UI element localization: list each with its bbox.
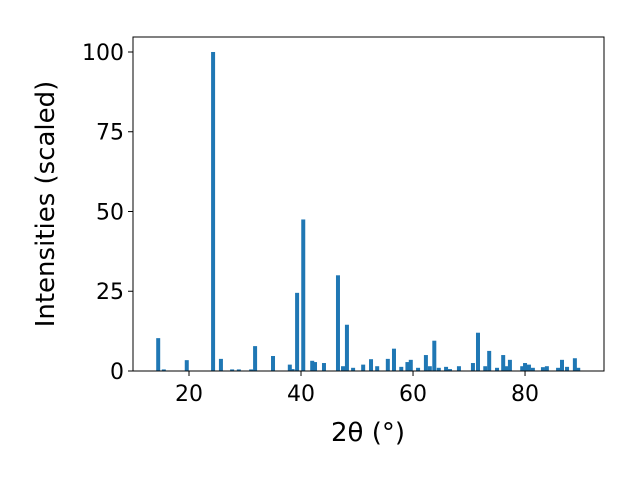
y-tick-label: 25 (96, 280, 124, 305)
bar (423, 355, 428, 371)
x-tick-label: 60 (399, 382, 427, 407)
x-tick-label: 80 (511, 382, 539, 407)
bar (287, 364, 292, 371)
y-axis-label: Intensities (scaled) (31, 81, 61, 328)
bar (161, 369, 166, 371)
bar (565, 366, 570, 371)
bar (218, 358, 223, 371)
bar (230, 369, 235, 371)
bar (416, 367, 421, 371)
y-tick-label: 50 (96, 200, 124, 225)
bar (405, 362, 410, 371)
bar (301, 219, 306, 371)
bar (576, 367, 581, 371)
bar (385, 358, 390, 371)
bar (487, 350, 492, 371)
bar (507, 359, 512, 371)
bar (344, 324, 349, 371)
bar (408, 359, 413, 371)
bar (249, 369, 254, 371)
bar (290, 369, 295, 371)
bar (271, 356, 276, 371)
bar (236, 369, 241, 371)
bar (475, 332, 480, 371)
bar (313, 362, 318, 371)
bar (556, 367, 561, 371)
x-axis-label: 2θ (°) (331, 418, 405, 448)
bar (559, 359, 564, 371)
bar (351, 367, 356, 371)
plot-frame (132, 36, 605, 372)
bar (427, 366, 432, 371)
bar (211, 51, 216, 371)
bar (503, 366, 508, 371)
bar (399, 366, 404, 371)
bar (572, 358, 577, 371)
y-tick-label: 75 (96, 121, 124, 146)
bar (361, 364, 366, 371)
bar (310, 360, 315, 371)
bar (520, 366, 525, 371)
bar (341, 366, 346, 371)
bar (495, 367, 500, 371)
bar (501, 355, 506, 371)
bar (523, 363, 528, 371)
bar (321, 363, 326, 371)
bar (375, 366, 380, 371)
bar (526, 364, 531, 371)
bar (184, 360, 189, 371)
bar (432, 340, 437, 371)
bar (540, 367, 545, 371)
y-tick-label: 100 (82, 41, 124, 66)
bar (436, 367, 441, 371)
bar (391, 348, 396, 371)
bar (295, 292, 300, 371)
x-tick-label: 40 (287, 382, 315, 407)
bar (470, 363, 475, 371)
bar (530, 367, 535, 371)
bar (444, 366, 449, 371)
bar (253, 346, 258, 371)
y-tick-label: 0 (110, 360, 124, 385)
bar (483, 366, 488, 371)
bar (335, 275, 340, 371)
bar (369, 359, 374, 371)
bar (456, 366, 461, 371)
bar (156, 338, 161, 371)
bar (447, 369, 452, 371)
bar (544, 366, 549, 371)
x-tick-label: 20 (175, 382, 203, 407)
